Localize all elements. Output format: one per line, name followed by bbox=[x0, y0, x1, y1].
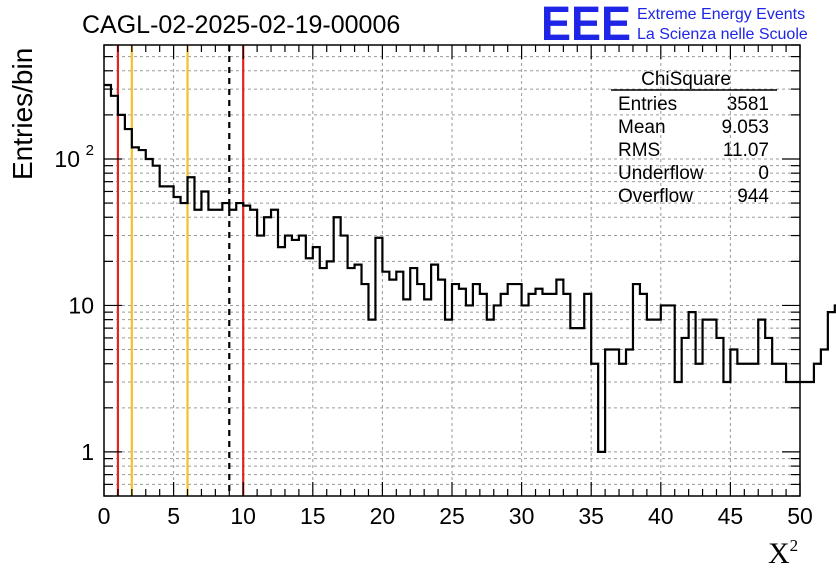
x-tick-label: 25 bbox=[439, 503, 465, 529]
reference-lines bbox=[116, 45, 245, 496]
stats-mean-label: Mean bbox=[618, 117, 666, 138]
stats-title: ChiSquare bbox=[641, 69, 731, 90]
histogram-step-line bbox=[104, 83, 836, 454]
eee-logo-mark: EEE bbox=[541, 0, 631, 51]
x-tick-label: 40 bbox=[648, 503, 674, 529]
x-tick-label: 20 bbox=[370, 503, 396, 529]
logo-line-2: La Scienza nelle Scuole bbox=[637, 26, 808, 43]
y-tick-labels: 1 10 10 2 bbox=[54, 142, 94, 465]
x-tick-labels: 0 5 10 15 20 25 30 35 40 45 50 bbox=[98, 503, 813, 529]
axis-ticks bbox=[103, 44, 801, 497]
y-tick-label: 1 bbox=[81, 439, 94, 465]
stats-underflow-value: 0 bbox=[758, 163, 769, 184]
stats-rms-label: RMS bbox=[618, 140, 660, 161]
stats-entries-label: Entries bbox=[618, 94, 677, 115]
stats-mean-value: 9.053 bbox=[721, 117, 769, 138]
y-tick-label: 10 bbox=[68, 292, 94, 318]
stats-entries-value: 3581 bbox=[727, 94, 769, 115]
x-tick-label: 50 bbox=[787, 503, 813, 529]
chart-title: CAGL-02-2025-02-19-00006 bbox=[82, 11, 400, 39]
y-tick-label-exponent: 2 bbox=[86, 142, 94, 159]
x-tick-label: 45 bbox=[718, 503, 744, 529]
x-tick-label: 5 bbox=[167, 503, 180, 529]
x-axis-label-sup: 2 bbox=[790, 536, 799, 555]
x-tick-label: 10 bbox=[230, 503, 256, 529]
histogram-series bbox=[104, 83, 836, 454]
logo-line-1: Extreme Energy Events bbox=[637, 6, 805, 23]
eee-logo: EEE Extreme Energy Events La Scienza nel… bbox=[541, 0, 808, 51]
x-axis-label-base: X bbox=[768, 537, 790, 570]
stats-rms-value: 11.07 bbox=[723, 140, 769, 161]
stats-underflow-label: Underflow bbox=[618, 163, 704, 184]
x-tick-label: 0 bbox=[98, 503, 111, 529]
y-axis-label: Entries/bin bbox=[7, 48, 38, 180]
stats-box: ChiSquare Entries 3581 Mean 9.053 RMS 11… bbox=[611, 69, 777, 207]
y-tick-label: 10 bbox=[54, 146, 80, 172]
x-tick-label: 15 bbox=[300, 503, 326, 529]
x-axis-label: X2 bbox=[768, 536, 798, 570]
x-tick-label: 30 bbox=[509, 503, 535, 529]
x-tick-label: 35 bbox=[578, 503, 604, 529]
stats-overflow-label: Overflow bbox=[618, 186, 693, 207]
stats-overflow-value: 944 bbox=[737, 186, 769, 207]
grid bbox=[104, 45, 800, 496]
